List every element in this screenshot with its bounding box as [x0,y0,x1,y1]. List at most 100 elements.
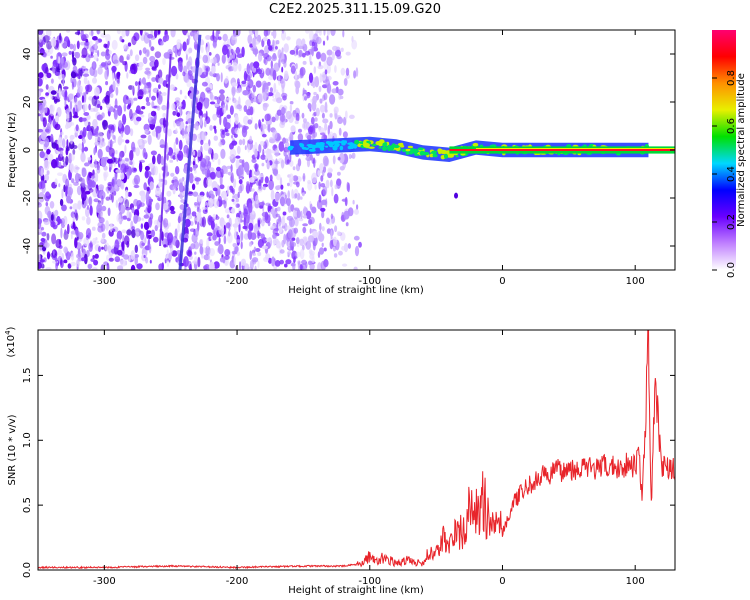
spectrogram-noise-cell [127,42,132,47]
spectrogram-noise-cell [289,103,293,113]
spectrogram-noise-cell [281,47,284,54]
signal-band-cell [382,142,387,147]
spectrogram-noise-cell [167,128,172,137]
spectrogram-noise-cell [109,140,115,144]
spectrogram-noise-cell [58,183,61,188]
snr-x-ticks: -300 -200 -100 0 100 [93,330,645,587]
spectrogram-noise-cell [278,141,285,152]
spectrogram-noise-cell [340,67,346,76]
spectrogram-noise-cell [304,96,307,101]
spectrogram-noise-cell [274,192,281,203]
spectrogram-noise-cell [281,106,286,116]
spectrogram-noise-cell [149,61,156,68]
signal-band-cell [325,141,331,144]
spectrogram-noise-cell [326,30,330,36]
spectrogram-noise-cell [258,201,265,207]
spectrogram-noise-cell [212,213,217,220]
spectrogram-noise-cell [223,99,230,105]
spectrogram-noise-cell [295,85,300,95]
spectrogram-noise-cell [123,254,130,260]
spectrogram-noise-cell [245,74,251,82]
spectrogram-noise-cell [269,136,274,142]
spectrogram-noise-cell [234,224,237,233]
signal-band-cell [335,140,342,144]
spectrogram-noise-cell [278,58,281,68]
spectrogram-noise-cell [316,30,322,34]
spectrogram-noise-cell [62,156,65,163]
spectrogram-noise-cell [60,257,63,266]
spectrogram-noise-cell [46,233,50,241]
spectrogram-noise-cell [86,114,91,120]
spectrogram-noise-cell [180,199,185,203]
spectrogram-noise-cell [187,250,193,257]
spectrogram-noise-cell [187,110,193,115]
spectrogram-noise-cell [217,244,224,255]
spectrogram-noise-cell [139,202,145,208]
spectrogram-noise-cell [155,187,162,197]
spectrogram-noise-cell [50,90,57,95]
spectrogram-noise-cell [233,193,239,200]
spectrogram-noise-cell [175,73,179,80]
spectrogram-noise-cell [324,109,328,113]
spectrogram-noise-cell [176,102,183,108]
spectrogram-noise-cell [231,86,236,97]
spectrogram-noise-cell [333,236,337,247]
spectrogram-noise-cell [200,139,204,145]
spectrogram-noise-cell [324,69,328,75]
spectrogram-noise-cell [245,214,250,224]
spectrogram-noise-cell [145,191,150,202]
signal-band-cell [378,143,383,147]
spectrogram-noise-cell [91,95,98,107]
signal-band-cell [340,140,346,145]
spectrogram-noise-cell [222,221,227,227]
spectrogram-noise-cell [79,85,83,93]
spectrogram-noise-cell [208,254,211,261]
spectrogram-noise-cell [238,122,241,129]
spectrogram-noise-cell [352,199,355,205]
spectrogram-noise-cell [314,123,319,129]
spectrogram-noise-cell [220,72,223,83]
spectrogram-noise-cell [219,174,223,186]
spectrogram-noise-cell [100,32,107,38]
spectrogram-noise-cell [238,222,241,233]
spectrogram-noise-cell [142,47,147,54]
spectrogram-noise-cell [248,202,253,214]
spectrogram-noise-cell [100,237,105,243]
signal-band-cell [315,142,321,148]
spectrogram-noise-cell [143,214,150,219]
spectrogram-noise-cell [74,96,78,106]
spectrogram-noise-cell [281,30,287,41]
spectrogram-noise-cell [271,31,274,36]
spectrogram-noise-cell [264,211,269,221]
spectrogram-noise-cell [203,120,207,128]
spectrogram-noise-cell [279,113,286,122]
spectrogram-noise-cell [183,152,187,158]
spectrogram-noise-cell [175,137,179,145]
spectrogram-noise-cell [103,96,110,103]
spectrogram-noise-cell [311,41,315,47]
spectrogram-noise-cell [269,87,273,93]
spectrogram-noise-cell [199,246,204,255]
spectrogram-noise-cell [129,108,133,120]
spectrogram-noise-cell [124,199,130,209]
spectrogram-noise-cell [288,217,295,228]
snr-y-multiplier: (x104) [4,326,17,357]
spectrogram-noise-cell [203,142,210,151]
spectrogram-noise-cell [301,192,305,197]
spectrogram-noise-cell [295,38,303,48]
spectrogram-noise-cell [265,67,271,76]
spectrogram-noise-cell [275,213,280,218]
spectrogram-noise-cell [288,173,294,183]
spectrogram-noise-cell [46,40,53,50]
spectrogram-noise-cell [85,84,90,92]
spectrogram-noise-cell [253,61,260,69]
spectrogram-noise-cell [212,158,215,162]
spectrogram-noise-cell [170,65,178,77]
spectrogram-noise-cell [114,256,121,263]
spectrogram-noise-cell [225,103,228,111]
spectrogram-noise-cell [262,185,266,191]
spectrogram-noise-cell [279,259,285,265]
spectrogram-noise-cell [272,233,277,239]
spectrogram-noise-cell [43,137,50,148]
